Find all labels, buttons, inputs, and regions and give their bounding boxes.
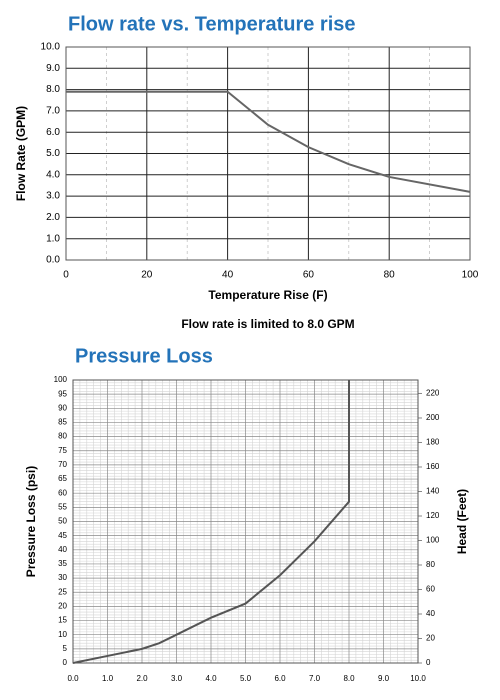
y-tick-label: 8.0 <box>46 84 60 95</box>
y2-tick-label: 100 <box>426 536 440 545</box>
y-tick-label: 40 <box>58 545 67 554</box>
y2-tick-label: 20 <box>426 634 435 643</box>
data-line <box>72 380 350 664</box>
y-tick-label: 65 <box>58 474 67 483</box>
y-tick-label: 50 <box>58 517 67 526</box>
y-tick-label: 80 <box>58 432 67 441</box>
chart-title: Pressure Loss <box>75 345 213 367</box>
y-tick-label: 20 <box>58 602 67 611</box>
x-tick-label: 5.0 <box>240 674 252 683</box>
y-tick-label: 7.0 <box>46 106 60 117</box>
x-tick-label: 40 <box>222 270 234 281</box>
y2-tick-label: 180 <box>426 438 440 447</box>
chart-title: Flow rate vs. Temperature rise <box>68 13 356 35</box>
y-tick-label: 2.0 <box>46 212 60 223</box>
y-tick-label: 1.0 <box>46 233 60 244</box>
y-tick-label: 3.0 <box>46 191 60 202</box>
x-tick-label: 0.0 <box>67 674 79 683</box>
x-tick-label: 80 <box>384 270 396 281</box>
x-tick-label: 6.0 <box>274 674 286 683</box>
y2-tick-label: 200 <box>426 413 440 422</box>
y-tick-label: 55 <box>58 502 67 511</box>
x-tick-label: 9.0 <box>378 674 390 683</box>
y-axis-label: Pressure Loss (psi) <box>24 466 38 577</box>
y-tick-label: 90 <box>58 403 67 412</box>
y2-tick-label: 40 <box>426 609 435 618</box>
annotation: Flow rate is limited to 8.0 GPM <box>181 317 354 331</box>
x-tick-label: 4.0 <box>205 674 217 683</box>
x-tick-label: 60 <box>303 270 315 281</box>
x-tick-label: 7.0 <box>309 674 321 683</box>
y-tick-label: 95 <box>58 389 67 398</box>
x-axis-label: Temperature Rise (F) <box>208 288 327 302</box>
y-tick-label: 4.0 <box>46 169 60 180</box>
y2-tick-label: 0 <box>426 658 431 667</box>
x-tick-label: 10.0 <box>410 674 426 683</box>
y-tick-label: 6.0 <box>46 127 60 138</box>
y-tick-label: 45 <box>58 531 67 540</box>
x-tick-label: 3.0 <box>171 674 183 683</box>
y2-tick-label: 140 <box>426 487 440 496</box>
x-tick-label: 2.0 <box>136 674 148 683</box>
plot-frame <box>72 379 419 664</box>
y-tick-label: 75 <box>58 446 67 455</box>
y-tick-label: 10 <box>58 630 67 639</box>
y2-tick-label: 120 <box>426 511 440 520</box>
y-tick-label: 0 <box>63 658 68 667</box>
y2-tick-label: 220 <box>426 389 440 398</box>
y-tick-label: 9.0 <box>46 63 60 74</box>
y2-tick-label: 160 <box>426 462 440 471</box>
y2-axis-label: Head (Feet) <box>455 489 469 554</box>
x-tick-label: 20 <box>141 270 153 281</box>
y-tick-label: 60 <box>58 488 67 497</box>
y2-tick-label: 60 <box>426 585 435 594</box>
y-tick-label: 0.0 <box>46 255 60 266</box>
y-tick-label: 85 <box>58 418 67 427</box>
y-tick-label: 100 <box>54 375 68 384</box>
y-tick-label: 25 <box>58 587 67 596</box>
y-tick-label: 10.0 <box>41 42 61 53</box>
y-tick-label: 70 <box>58 460 67 469</box>
data-line <box>66 90 471 193</box>
x-tick-label: 8.0 <box>343 674 355 683</box>
y-axis-label: Flow Rate (GPM) <box>14 106 28 201</box>
y2-tick-label: 80 <box>426 560 435 569</box>
y-tick-label: 5 <box>63 644 68 653</box>
y-tick-label: 5.0 <box>46 148 60 159</box>
x-tick-label: 100 <box>462 270 479 281</box>
x-tick-label: 1.0 <box>102 674 114 683</box>
y-tick-label: 15 <box>58 616 67 625</box>
x-tick-label: 0 <box>63 270 69 281</box>
plot-frame <box>65 46 471 261</box>
y-tick-label: 35 <box>58 559 67 568</box>
y-tick-label: 30 <box>58 573 67 582</box>
